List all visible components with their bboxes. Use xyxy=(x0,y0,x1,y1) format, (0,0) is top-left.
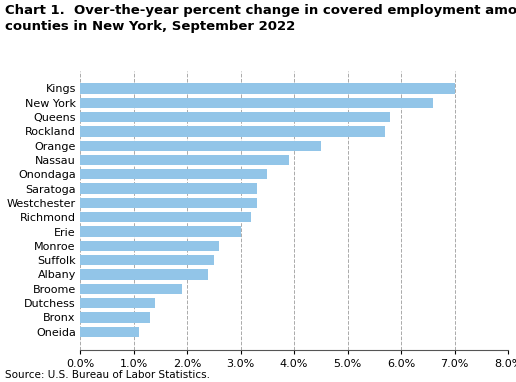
Bar xyxy=(80,269,208,280)
Bar xyxy=(80,327,139,337)
Bar xyxy=(80,255,214,265)
Bar xyxy=(80,169,267,180)
Bar xyxy=(80,227,240,237)
Text: Source: U.S. Bureau of Labor Statistics.: Source: U.S. Bureau of Labor Statistics. xyxy=(5,370,210,380)
Bar xyxy=(80,83,455,94)
Bar xyxy=(80,198,256,208)
Bar xyxy=(80,298,155,308)
Text: Chart 1.  Over-the-year percent change in covered employment among the largest
c: Chart 1. Over-the-year percent change in… xyxy=(5,4,516,33)
Bar xyxy=(80,155,289,165)
Bar xyxy=(80,283,182,294)
Bar xyxy=(80,98,433,108)
Bar xyxy=(80,212,251,222)
Bar xyxy=(80,126,385,137)
Bar xyxy=(80,183,256,194)
Bar xyxy=(80,141,321,151)
Bar xyxy=(80,112,391,122)
Bar xyxy=(80,241,219,251)
Bar xyxy=(80,312,150,322)
